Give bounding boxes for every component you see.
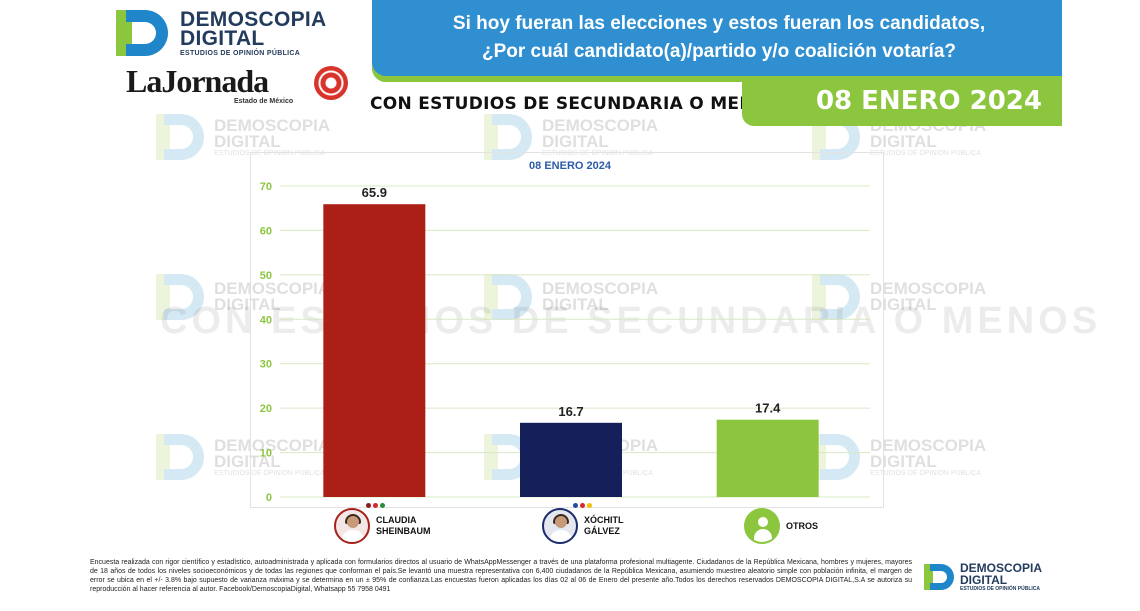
watermark-segment-text: CON ESTUDIOS DE SECUNDARIA O MENOS [160, 300, 1102, 342]
demoscopia-d-icon [922, 562, 956, 592]
y-tick-label: 0 [266, 492, 272, 504]
y-tick-label: 40 [260, 314, 272, 326]
y-tick-label: 30 [260, 359, 272, 371]
chart-frame [250, 152, 884, 508]
question-line2: ¿Por cuál candidato(a)/partido y/o coali… [481, 41, 957, 62]
demoscopia-logo: DEMOSCOPIA DIGITAL ESTUDIOS DE OPINIÓN P… [112, 6, 327, 60]
watermark-text: DIGITAL [542, 295, 609, 314]
party-dot-icon [373, 503, 378, 508]
candidate-otros: OTROS [744, 508, 818, 544]
watermark-d-icon [806, 270, 864, 324]
candidate-last-name: SHEINBAUM [376, 526, 431, 536]
watermark-text: ESTUDIOS DE OPINIÓN PÚBLICA [870, 469, 981, 477]
demoscopia-d-icon [112, 6, 174, 60]
watermark-text: DIGITAL [870, 295, 937, 314]
candidate-claudia: CLAUDIA SHEINBAUM [334, 508, 431, 544]
claudia-avatar-icon [334, 508, 370, 544]
footer-brand-line2: DIGITAL [960, 573, 1008, 587]
bar [323, 204, 426, 498]
watermark-text: DIGITAL [214, 295, 281, 314]
data-label: 16.7 [558, 404, 583, 419]
watermark-text: DEMOSCOPIA [870, 279, 987, 298]
data-label: 17.4 [755, 401, 781, 416]
chart-title: 08 ENERO 2024 [529, 160, 611, 172]
party-logos-icon [573, 503, 592, 508]
footer-brand-line1: DEMOSCOPIA [960, 561, 1043, 575]
party-dot-icon [573, 503, 578, 508]
partner-sub: Estado de México [234, 98, 294, 105]
watermark-text: DIGITAL [542, 131, 609, 151]
question-banner: Si hoy fueran las elecciones y estos fue… [372, 0, 1062, 82]
question-text: Si hoy fueran las elecciones y estos fue… [382, 10, 1056, 66]
bar [520, 422, 622, 497]
watermark-text: DEMOSCOPIA [542, 115, 659, 135]
candidate-first-name: OTROS [786, 520, 819, 531]
brand-line1: DEMOSCOPIA [180, 7, 327, 31]
brand-tagline: ESTUDIOS DE OPINIÓN PÚBLICA [180, 49, 301, 57]
candidate-first-name: CLAUDIA [376, 515, 417, 525]
watermark-logo: DEMOSCOPIA DIGITAL [806, 270, 986, 324]
methodology-note: Encuesta realizada con rigor científico … [90, 559, 912, 593]
date-badge: 08 ENERO 2024 [742, 82, 1062, 126]
bar [716, 419, 819, 497]
watermark-logo: DEMOSCOPIA DIGITAL [478, 270, 658, 324]
watermark-text: DEMOSCOPIA [542, 279, 659, 298]
party-logos-icon [366, 503, 385, 508]
party-dot-icon [366, 503, 371, 508]
watermark-text: DIGITAL [870, 451, 937, 471]
watermark-text: DIGITAL [214, 451, 281, 471]
watermark-d-icon [478, 110, 536, 164]
watermark-logo: DEMOSCOPIA DIGITAL [150, 270, 330, 324]
party-dot-icon [587, 503, 592, 508]
party-dot-icon [580, 503, 585, 508]
brand-line2: DIGITAL [180, 26, 265, 50]
watermark-d-icon [150, 430, 208, 484]
watermark-d-icon [150, 270, 208, 324]
candidate-first-name: XÓCHITL [584, 515, 624, 525]
date-text: 08 ENERO 2024 [815, 86, 1042, 116]
watermark-text: DIGITAL [870, 131, 937, 151]
watermark-text: DIGITAL [214, 131, 281, 151]
segment-title: CON ESTUDIOS DE SECUNDARIA O MENOS [370, 94, 782, 114]
y-tick-label: 70 [260, 181, 272, 193]
y-tick-label: 60 [260, 225, 272, 237]
watermark-text: ESTUDIOS DE OPINIÓN PÚBLICA [214, 469, 325, 477]
watermark-d-icon [478, 270, 536, 324]
candidate-last-name: GÁLVEZ [584, 526, 620, 536]
watermark-text: DEMOSCOPIA [214, 279, 331, 298]
y-tick-label: 50 [260, 270, 272, 282]
question-line1: Si hoy fueran las elecciones y estos fue… [452, 13, 986, 34]
sun-icon [314, 66, 348, 100]
watermark-text: DEMOSCOPIA [214, 435, 331, 455]
watermark-text: ESTUDIOS DE OPINIÓN PÚBLICA [870, 149, 981, 157]
la-jornada-logo: LaJornada Estado de México [126, 63, 348, 105]
footer-brand-tagline: ESTUDIOS DE OPINIÓN PÚBLICA [960, 586, 1041, 592]
xochitl-avatar-icon [542, 508, 578, 544]
watermark-text: ESTUDIOS DE OPINIÓN PÚBLICA [214, 149, 325, 157]
watermark-text: ESTUDIOS DE OPINIÓN PÚBLICA [542, 149, 653, 157]
demoscopia-footer-logo: DEMOSCOPIA DIGITAL ESTUDIOS DE OPINIÓN P… [922, 562, 1042, 592]
candidate-xochitl: XÓCHITL GÁLVEZ [542, 508, 624, 544]
y-tick-label: 20 [260, 403, 272, 415]
partner-name: LaJornada [126, 63, 269, 99]
person-icon [744, 508, 780, 544]
party-dot-icon [380, 503, 385, 508]
data-label: 65.9 [362, 185, 387, 200]
watermark-d-icon [150, 110, 208, 164]
watermark-text: DEMOSCOPIA [214, 115, 331, 135]
watermark-text: DEMOSCOPIA [870, 435, 987, 455]
y-tick-label: 10 [260, 448, 272, 460]
